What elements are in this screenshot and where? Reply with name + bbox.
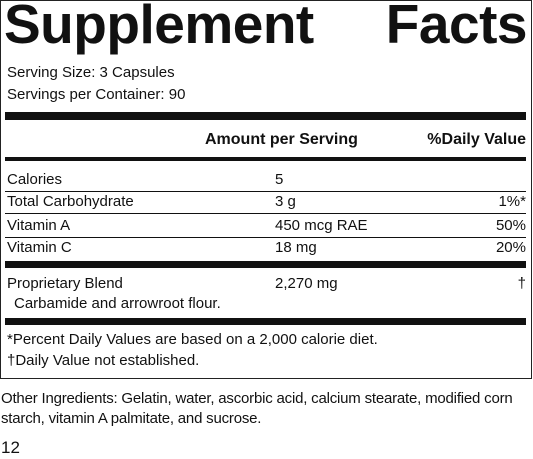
thick-rule [5, 112, 526, 120]
nutrient-name: Vitamin A [7, 217, 71, 234]
nutrient-dv: † [517, 275, 526, 292]
dv-header: %Daily Value [427, 131, 526, 148]
thin-rule [5, 213, 526, 214]
medium-rule [5, 157, 526, 161]
serving-size: Serving Size: 3 Capsules [7, 64, 175, 81]
blend-description: Carbamide and arrowroot flour. [14, 295, 221, 312]
thin-rule [5, 191, 526, 192]
thin-rule [5, 237, 526, 238]
nutrient-amount: 18 mg [275, 239, 317, 256]
nutrient-amount: 3 g [275, 193, 296, 210]
page-number: 12 [1, 438, 20, 457]
thick-rule [5, 261, 526, 268]
nutrient-dv: 20% [495, 239, 526, 256]
nutrient-name: Total Carbohydrate [7, 193, 134, 210]
facts-box [0, 0, 532, 379]
nutrient-dv: 1%* [498, 193, 526, 210]
nutrient-name: Proprietary Blend [7, 275, 123, 292]
title: Supplement Facts [4, 0, 528, 55]
nutrient-dv: 50% [495, 217, 526, 234]
thick-rule [5, 318, 526, 325]
footnote: *Percent Daily Values are based on a 2,0… [7, 331, 378, 348]
nutrient-name: Calories [7, 171, 63, 188]
nutrient-amount: 5 [275, 171, 284, 188]
nutrient-name: Vitamin C [7, 239, 72, 256]
footnote: †Daily Value not established. [7, 352, 200, 369]
other-ingredients: Other Ingredients: Gelatin, water, ascor… [1, 390, 513, 427]
servings-per-container: Servings per Container: 90 [7, 86, 186, 103]
amount-header: Amount per Serving [205, 131, 358, 148]
nutrient-amount: 2,270 mg [275, 275, 338, 292]
nutrient-amount: 450 mcg RAE [275, 217, 368, 234]
